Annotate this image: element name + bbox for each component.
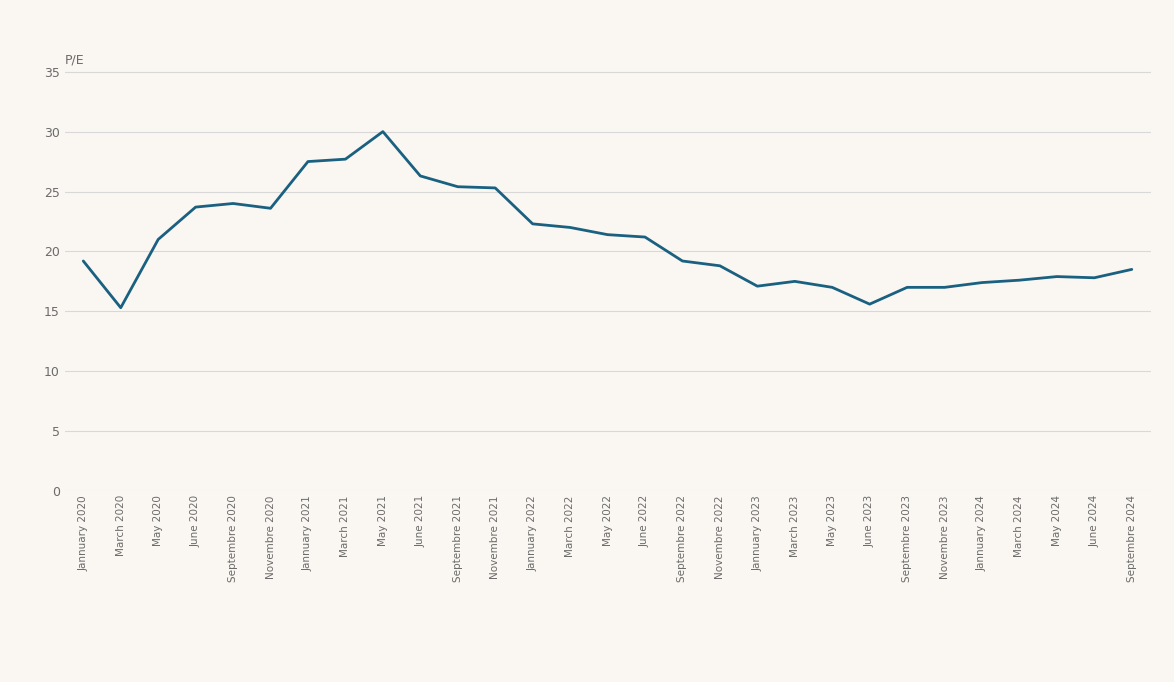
Text: P/E: P/E xyxy=(65,54,85,67)
